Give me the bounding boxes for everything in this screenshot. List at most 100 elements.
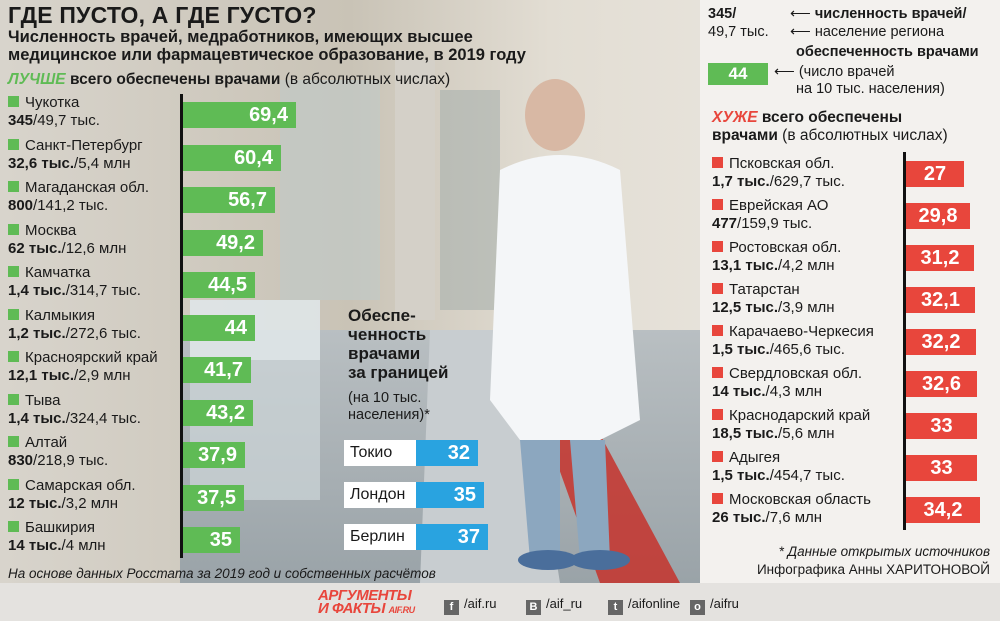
red-square-icon xyxy=(712,451,723,462)
region-name-line: Краснодарский край xyxy=(712,407,870,425)
social-link-text: /aifru xyxy=(710,596,739,611)
region-population: /141,2 тыс. xyxy=(33,197,109,214)
region-doctors: 62 тыс. xyxy=(8,239,62,257)
region-name: Псковская обл. xyxy=(729,155,835,172)
region-population: /4,2 млн xyxy=(778,257,835,274)
region-population: /4,3 млн xyxy=(765,383,823,400)
region-numbers: 345/49,7 тыс. xyxy=(8,112,100,130)
region-numbers: 1,5 тыс./465,6 тыс. xyxy=(712,341,874,359)
region-doctors: 26 тыс. xyxy=(712,509,766,526)
legend-doctors-label-text: численность врачей/ xyxy=(814,6,967,22)
best-bar: 56,7 xyxy=(183,187,275,213)
region-doctors: 345 xyxy=(8,112,34,129)
legend-example-pop: 49,7 тыс. xyxy=(708,24,769,40)
credit-note: Инфографика Анны ХАРИТОНОВОЙ xyxy=(756,562,990,577)
abroad-bar: 35 xyxy=(416,482,484,508)
red-square-icon xyxy=(712,367,723,378)
region-name-line: Московская область xyxy=(712,491,871,509)
social-link[interactable]: о/aifru xyxy=(690,596,739,615)
logo-line-2-text: И ФАКТЫ xyxy=(318,600,386,617)
best-region-row: Санкт-Петербург 32,6 тыс./5,4 млн xyxy=(8,137,143,179)
region-name: Еврейская АО xyxy=(729,197,829,214)
worst-region-row: Еврейская АО 477/159,9 тыс. xyxy=(712,197,828,239)
worst-region-row: Татарстан 12,5 тыс./3,9 млн xyxy=(712,281,835,323)
facebook-icon: f xyxy=(444,600,459,615)
arrow-left-icon: ⟵ xyxy=(790,6,811,22)
region-name-line: Ростовская обл. xyxy=(712,239,841,257)
region-population: /5,6 млн xyxy=(778,425,835,442)
red-square-icon xyxy=(712,409,723,420)
region-name-line: Еврейская АО xyxy=(712,197,828,215)
worst-region-row: Свердловская обл. 14 тыс./4,3 млн xyxy=(712,365,862,407)
worst-keyword: ХУЖЕ xyxy=(712,109,758,126)
region-numbers: 26 тыс./7,6 млн xyxy=(712,509,871,527)
region-population: /314,7 тыс. xyxy=(65,282,141,299)
best-bar: 49,2 xyxy=(183,229,263,256)
region-numbers: 1,4 тыс./324,4 тыс. xyxy=(8,410,141,428)
best-header-text: всего обеспечены врачами xyxy=(65,71,281,88)
best-bar: 60,4 xyxy=(183,144,281,171)
legend-pop-label-text: население региона xyxy=(814,24,945,40)
worst-bar: 31,2 xyxy=(906,245,974,271)
region-doctors: 800 xyxy=(8,197,34,214)
region-name: Карачаево-Черкесия xyxy=(729,323,874,340)
green-square-icon xyxy=(8,138,19,150)
legend-supply-label-text: обеспеченность врачами xyxy=(796,44,979,60)
region-name-line: Тыва xyxy=(8,392,141,410)
worst-region-row: Ростовская обл. 13,1 тыс./4,2 млн xyxy=(712,239,841,281)
social-link[interactable]: t/aifonline xyxy=(608,596,680,615)
region-population: /159,9 тыс. xyxy=(737,215,813,232)
region-doctors: 830 xyxy=(8,452,34,469)
region-doctors: 1,4 тыс. xyxy=(8,282,66,299)
social-link[interactable]: В/aif_ru xyxy=(526,596,582,615)
red-square-icon xyxy=(712,493,723,504)
green-square-icon xyxy=(8,266,19,277)
best-header-note: (в абсолютных числах) xyxy=(280,71,451,88)
region-doctors: 477 xyxy=(712,215,738,232)
region-doctors: 1,5 тыс. xyxy=(712,467,770,484)
region-numbers: 1,7 тыс./629,7 тыс. xyxy=(712,173,845,191)
best-bar: 35 xyxy=(183,527,240,553)
region-name: Москва xyxy=(25,221,77,239)
region-population: /49,7 тыс. xyxy=(33,112,100,129)
region-name-line: Карачаево-Черкесия xyxy=(712,323,874,341)
best-bar: 44 xyxy=(183,314,255,341)
region-doctors: 14 тыс. xyxy=(8,537,62,554)
green-square-icon xyxy=(8,351,19,362)
best-bar: 37,9 xyxy=(183,442,245,468)
region-name-line: Санкт-Петербург xyxy=(8,137,143,155)
region-name: Алтай xyxy=(25,434,68,451)
legend-example-doctors: 345/ xyxy=(708,6,737,22)
asterisk-note: * Данные открытых источников xyxy=(778,544,990,559)
region-population: /454,7 тыс. xyxy=(769,467,845,484)
legend-supply-note: ⟵ (число врачей xyxy=(774,64,895,81)
worst-bar: 27 xyxy=(906,161,964,187)
legend-supply-label: обеспеченность врачами xyxy=(796,44,979,61)
best-region-row: Камчатка 1,4 тыс./314,7 тыс. xyxy=(8,264,141,306)
region-numbers: 12,5 тыс./3,9 млн xyxy=(712,299,835,317)
social-link[interactable]: f/aif.ru xyxy=(444,596,497,615)
worst-axis-line xyxy=(903,152,906,530)
region-population: /218,9 тыс. xyxy=(33,452,109,469)
region-doctors: 1,2 тыс. xyxy=(8,324,66,342)
worst-region-row: Московская область 26 тыс./7,6 млн xyxy=(712,491,871,533)
region-name-line: Псковская обл. xyxy=(712,155,845,173)
worst-bar: 33 xyxy=(906,413,977,439)
abroad-title-line: ченность xyxy=(348,325,427,344)
worst-header-text-2: врачами xyxy=(712,127,778,144)
best-region-row: Тыва 1,4 тыс./324,4 тыс. xyxy=(8,392,141,434)
red-square-icon xyxy=(712,241,723,252)
aif-logo[interactable]: АРГУМЕНТЫ И ФАКТЫ AIF.RU xyxy=(318,588,415,617)
abroad-bar: 37 xyxy=(416,524,488,550)
worst-header-note: (в абсолютных числах) xyxy=(777,127,948,144)
region-doctors: 1,5 тыс. xyxy=(712,341,770,358)
abroad-subtitle-line: (на 10 тыс. xyxy=(348,390,422,406)
best-section-header: ЛУЧШЕ всего обеспечены врачами (в абсолю… xyxy=(8,71,450,89)
region-name-line: Калмыкия xyxy=(8,307,141,325)
best-bar: 41,7 xyxy=(183,357,251,383)
abroad-title-line: врачами xyxy=(348,344,421,363)
abroad-title-line: Обеспе- xyxy=(348,306,416,325)
best-region-row: Башкирия 14 тыс./4 млн xyxy=(8,519,106,561)
region-name: Башкирия xyxy=(25,519,96,536)
region-doctors: 14 тыс. xyxy=(712,383,766,400)
